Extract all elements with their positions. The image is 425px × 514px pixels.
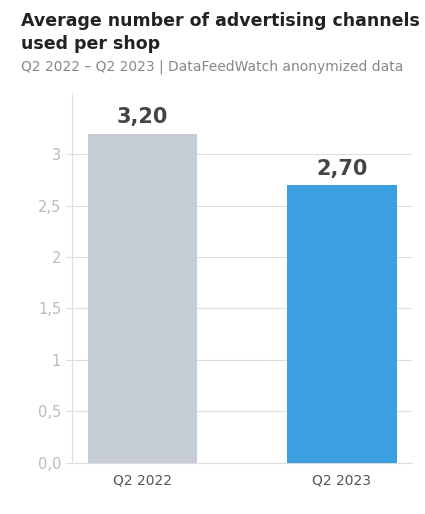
Text: Average number of advertising channels
used per shop: Average number of advertising channels u…	[21, 12, 420, 53]
Text: 2,70: 2,70	[316, 159, 368, 179]
Bar	[287, 185, 397, 463]
Text: Q2 2022 – Q2 2023 | DataFeedWatch anonymized data: Q2 2022 – Q2 2023 | DataFeedWatch anonym…	[21, 60, 404, 74]
Text: 3,20: 3,20	[117, 107, 168, 127]
Bar	[88, 134, 197, 463]
